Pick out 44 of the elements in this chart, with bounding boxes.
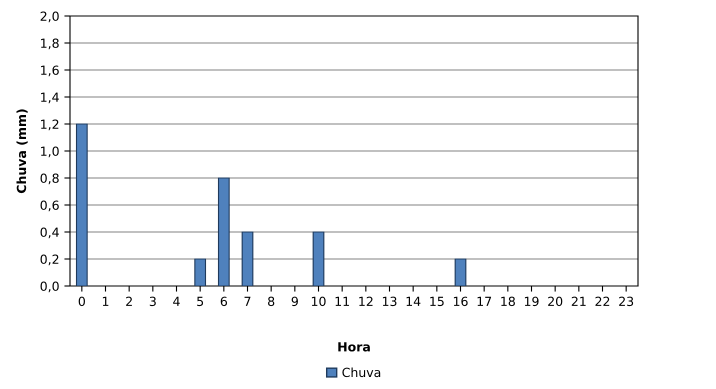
x-tick-label: 15	[430, 296, 444, 306]
x-tick-label: 19	[524, 296, 539, 306]
x-tick-label: 2	[126, 296, 132, 306]
x-tick-label: 7	[244, 296, 250, 306]
y-tick-label: 1,2	[41, 119, 58, 130]
bar	[242, 231, 254, 286]
bar	[312, 231, 324, 286]
x-tick-label: 9	[292, 296, 298, 306]
x-tick-label: 1	[102, 296, 108, 306]
y-tick-label: 2,0	[40, 11, 59, 22]
x-tick-label: 3	[150, 296, 156, 306]
x-tick-label: 12	[359, 296, 373, 306]
x-tick-label: 11	[336, 296, 349, 306]
x-tick-label: 16	[454, 296, 468, 306]
x-tick-label: 10	[312, 296, 326, 306]
y-tick-label: 0,4	[40, 227, 59, 238]
x-tick-label: 17	[478, 296, 492, 306]
x-tick-label: 23	[619, 296, 634, 306]
y-tick-label: 0,6	[40, 200, 59, 212]
y-tick-label: 1,6	[41, 65, 59, 76]
x-tick-label: 4	[173, 296, 180, 306]
y-tick-label: 0,2	[40, 254, 58, 266]
bar	[76, 123, 88, 286]
x-tick-label: 22	[595, 296, 610, 306]
x-tick-label: 21	[572, 296, 586, 306]
x-tick-label: 14	[406, 296, 420, 306]
bar	[454, 258, 466, 286]
x-axis-title: Hora	[338, 342, 370, 352]
y-tick-label: 1,8	[41, 38, 59, 50]
y-tick-label: 1,0	[41, 146, 59, 158]
x-tick-label: 20	[548, 296, 562, 306]
y-tick-label: 0,0	[40, 281, 59, 292]
x-tick-label: 8	[268, 296, 274, 306]
y-tick-label: 1,4	[41, 92, 59, 104]
legend-label: Chuva	[342, 367, 380, 378]
x-tick-label: 13	[382, 296, 396, 306]
x-tick-label: 0	[78, 296, 85, 306]
x-tick-label: 6	[220, 296, 228, 306]
y-axis-title: Chuva (mm)	[16, 109, 28, 194]
y-tick-label: 0,8	[40, 173, 59, 184]
bar	[218, 177, 230, 286]
x-tick-label: 18	[501, 296, 515, 306]
x-tick-label: 5	[197, 296, 204, 306]
bar	[194, 258, 206, 286]
